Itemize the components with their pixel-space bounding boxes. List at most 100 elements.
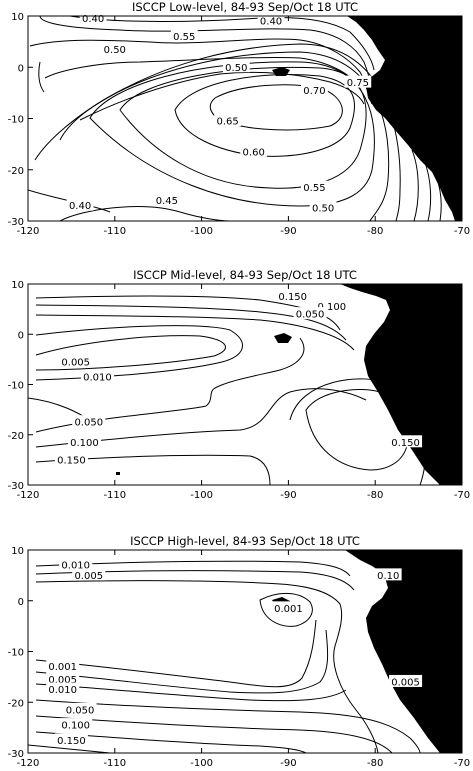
x-tick-label: -110 <box>103 758 126 769</box>
contour-line <box>259 593 313 627</box>
contour-label-bg <box>101 42 129 55</box>
y-tick-label: -10 <box>8 648 24 659</box>
contour-label-bg <box>46 659 80 672</box>
contour-line <box>411 149 419 221</box>
panel-mid-contours <box>28 284 462 485</box>
x-tick-label: -80 <box>367 758 383 769</box>
y-tick-label: 0 <box>18 597 24 608</box>
contour-label: 0.050 <box>66 705 95 716</box>
contour-label: 0.10 <box>377 571 399 582</box>
panel-low-contour-labels: 0.40 0.40 0.55 0.50 0.50 0.70 0.75 0.65 0.60 0.55… <box>66 11 372 215</box>
contour-label: 0.70 <box>303 86 325 97</box>
contour-label-bg <box>72 568 106 581</box>
y-tick-label: -30 <box>8 217 24 228</box>
contour-label: 0.001 <box>48 662 77 673</box>
x-tick-label: -120 <box>17 490 40 501</box>
contour-line <box>35 731 307 753</box>
contour-line <box>89 61 375 207</box>
y-tick-label: -10 <box>8 381 24 392</box>
panel-low-contours <box>28 16 462 221</box>
contour-label: 0.55 <box>173 32 195 43</box>
contour-label: 0.005 <box>48 675 77 686</box>
contour-label-bg <box>240 144 268 157</box>
land-mask <box>340 284 462 485</box>
contour-line <box>35 619 317 688</box>
contour-line <box>35 629 329 694</box>
contour-label-bg <box>46 682 80 695</box>
contour-label-bg <box>46 672 80 685</box>
contour-line <box>423 159 432 221</box>
contour-line <box>435 175 442 221</box>
y-tick-label: -20 <box>8 431 24 442</box>
x-tick-label: -100 <box>190 490 213 501</box>
x-tick-label: -120 <box>17 226 40 237</box>
contour-label-bg <box>214 114 242 127</box>
y-tick-label: -20 <box>8 166 24 177</box>
contour-label: 0.005 <box>61 357 90 368</box>
y-tick-label: -20 <box>8 698 24 709</box>
island-dot <box>116 472 120 475</box>
x-tick-label: -70 <box>454 226 470 237</box>
contour-label: 0.010 <box>61 561 90 572</box>
x-tick-label: -90 <box>280 226 296 237</box>
contour-line <box>35 314 355 351</box>
contour-label-bg <box>80 369 114 382</box>
x-tick-label: -100 <box>190 226 213 237</box>
y-tick-label: 0 <box>18 63 24 74</box>
contour-label: 0.005 <box>391 677 420 688</box>
y-tick-label: -10 <box>8 115 24 126</box>
contour-label-bg <box>54 452 88 465</box>
contour-line <box>35 335 226 371</box>
contour-label-bg <box>344 75 372 88</box>
contour-line <box>35 304 347 341</box>
contour-label-bg <box>301 180 328 193</box>
contour-label: 0.40 <box>82 14 104 25</box>
panel-low-title: ISCCP Low-level, 84-93 Sep/Oct 18 UTC <box>132 0 358 14</box>
contour-label-bg <box>63 702 97 715</box>
contour-label: 0.150 <box>57 736 86 747</box>
contour-line <box>289 378 426 485</box>
panel-mid-axes: -120 -110 -100 -90 -80 -70 10 0 -10 -20 -30 <box>8 280 471 501</box>
contour-label: 0.150 <box>391 438 420 449</box>
contour-label-bg <box>257 14 285 27</box>
contour-label: 0.100 <box>317 302 346 313</box>
contour-label-bg <box>309 201 337 214</box>
contour-label-bg <box>293 307 327 320</box>
contour-line <box>59 206 231 221</box>
y-tick-label: 10 <box>11 546 24 557</box>
contour-label-bg <box>54 733 88 746</box>
y-tick-label: -30 <box>8 481 24 492</box>
contour-line <box>35 560 351 577</box>
contour-line <box>38 61 45 93</box>
contour-label: 0.55 <box>303 183 325 194</box>
x-tick-label: -80 <box>367 490 383 501</box>
contour-line <box>35 325 243 381</box>
contour-line <box>174 74 356 157</box>
contour-label: 0.100 <box>61 721 90 732</box>
panel-high-title: ISCCP High-level, 84-93 Sep/Oct 18 UTC <box>130 534 360 548</box>
x-tick-label: -100 <box>190 758 213 769</box>
y-tick-label: 0 <box>18 330 24 341</box>
contour-label-bg <box>59 354 93 367</box>
contour-label-bg <box>79 11 107 24</box>
contour-label: 0.050 <box>74 418 103 429</box>
y-tick-label: 10 <box>11 12 24 23</box>
contour-label-bg <box>374 568 402 581</box>
land-mask <box>347 16 462 221</box>
contour-line <box>35 337 305 433</box>
contour-line <box>35 683 347 702</box>
contour-label-bg <box>72 415 106 428</box>
contour-label: 0.100 <box>70 438 99 449</box>
contour-line <box>39 16 373 91</box>
panel-mid: ISCCP Mid-level, 84-93 Sep/Oct 18 UTC 0.… <box>8 268 471 501</box>
panel-mid-contour-labels: 0.1500.1000.0500.0050.0100.0500.1000.150… <box>54 289 423 466</box>
contour-label-bg <box>59 558 93 571</box>
contour-label-bg <box>59 718 93 731</box>
contour-label: 0.010 <box>48 685 77 696</box>
contour-label: 0.60 <box>243 147 265 158</box>
galapagos-island <box>274 333 292 343</box>
contour-line <box>119 66 367 189</box>
contour-label-bg <box>271 601 305 614</box>
contour-line <box>35 580 379 753</box>
